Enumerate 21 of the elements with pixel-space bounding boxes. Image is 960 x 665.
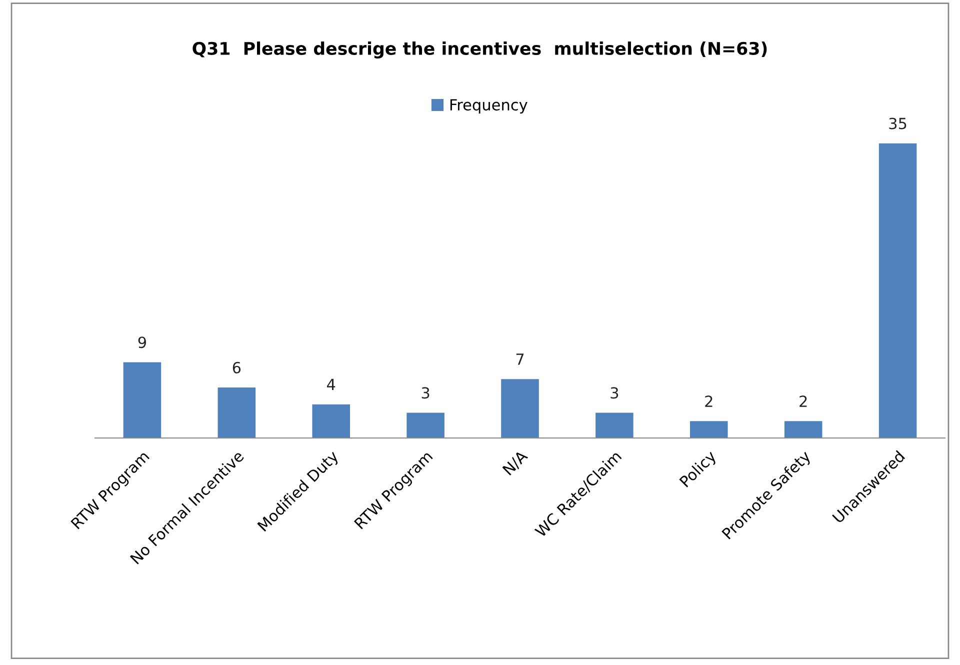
bar	[312, 404, 350, 438]
bar	[690, 421, 728, 438]
data-label: 2	[705, 396, 712, 407]
data-label: 35	[889, 118, 906, 130]
chart-title: Q31 Please descrige the incentives multiselection (N=63)	[192, 42, 767, 58]
data-label: 2	[800, 396, 807, 407]
x-tick-label: N/A	[502, 450, 530, 476]
bar	[878, 143, 917, 438]
bar	[123, 362, 162, 438]
data-label: 3	[422, 387, 430, 399]
data-label: 6	[232, 362, 241, 374]
bar	[501, 379, 539, 438]
data-label: 7	[516, 354, 524, 365]
bar	[406, 412, 444, 438]
legend-label: Frequency	[450, 99, 528, 114]
data-label: 9	[138, 336, 146, 348]
bar	[218, 387, 256, 438]
data-label: 3	[610, 387, 618, 399]
bar	[784, 421, 822, 438]
bar	[596, 412, 634, 438]
data-label: 4	[327, 378, 336, 390]
